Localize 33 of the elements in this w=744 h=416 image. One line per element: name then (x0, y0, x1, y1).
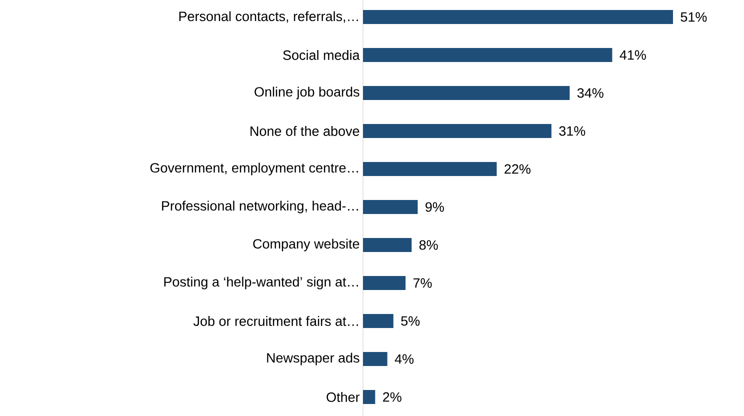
data-label: 8% (419, 240, 438, 250)
y-tick-label: Posting a ‘help-wanted’ sign at… (164, 276, 358, 290)
data-label: 2% (383, 392, 402, 402)
bar (363, 352, 388, 366)
bar (363, 276, 406, 290)
y-tick-label: Job or recruitment fairs at… (193, 316, 358, 326)
y-tick-label: None of the above (250, 126, 360, 136)
bar (363, 10, 673, 24)
y-tick-label: Other (326, 392, 360, 402)
data-label: 7% (413, 278, 432, 288)
data-label: 51% (680, 12, 707, 22)
data-label: 41% (620, 50, 646, 60)
bar (363, 314, 394, 328)
bar (363, 124, 552, 138)
y-tick-label: Personal contacts, referrals,… (179, 11, 358, 23)
bar (363, 390, 376, 404)
y-tick-label: Newspaper ads (267, 352, 360, 366)
data-label: 22% (504, 164, 530, 174)
y-tick-label: Government, employment centre… (150, 162, 358, 176)
data-label: 34% (577, 88, 604, 98)
bar (363, 86, 570, 100)
data-label: 4% (394, 354, 414, 364)
data-label: 5% (401, 316, 420, 326)
bar (363, 48, 612, 62)
y-tick-label: Company website (253, 238, 360, 252)
bar (363, 238, 412, 252)
y-tick-label: Social media (283, 50, 360, 60)
y-tick-label: Online job boards (254, 86, 360, 100)
bar (363, 200, 418, 214)
data-label: 9% (426, 202, 444, 212)
data-label: 31% (559, 126, 586, 136)
bar (363, 162, 497, 176)
y-tick-label: Professional networking, head-… (162, 200, 358, 214)
